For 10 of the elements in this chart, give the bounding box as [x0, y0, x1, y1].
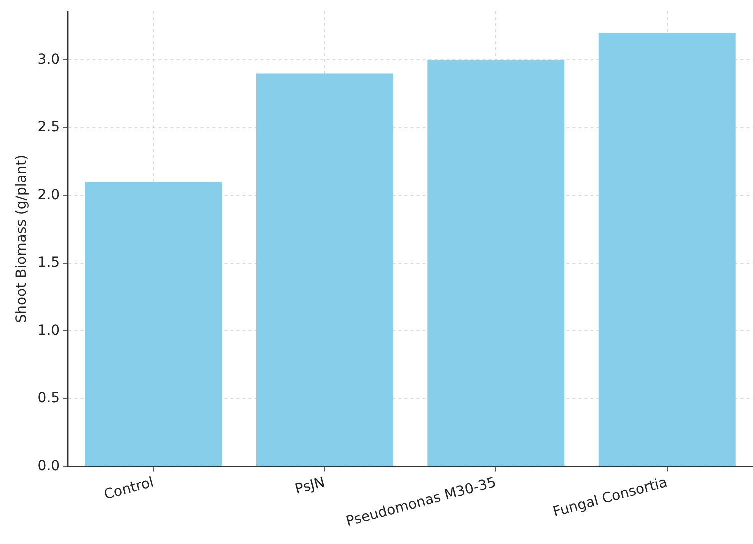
- y-tick-label: 1.0: [38, 322, 60, 339]
- x-tick-label: Control: [102, 474, 156, 504]
- x-tick-label: PsJN: [294, 474, 327, 498]
- y-axis-title: Shoot Biomass (g/plant): [14, 154, 30, 324]
- y-tick-label: 0.5: [38, 390, 60, 407]
- y-tick-label: 1.5: [38, 255, 60, 272]
- y-tick-label: 0.0: [38, 458, 60, 474]
- y-tick-label: 2.0: [38, 187, 60, 204]
- y-tick-label: 3.0: [38, 52, 60, 68]
- y-tick-label: 2.5: [38, 120, 60, 136]
